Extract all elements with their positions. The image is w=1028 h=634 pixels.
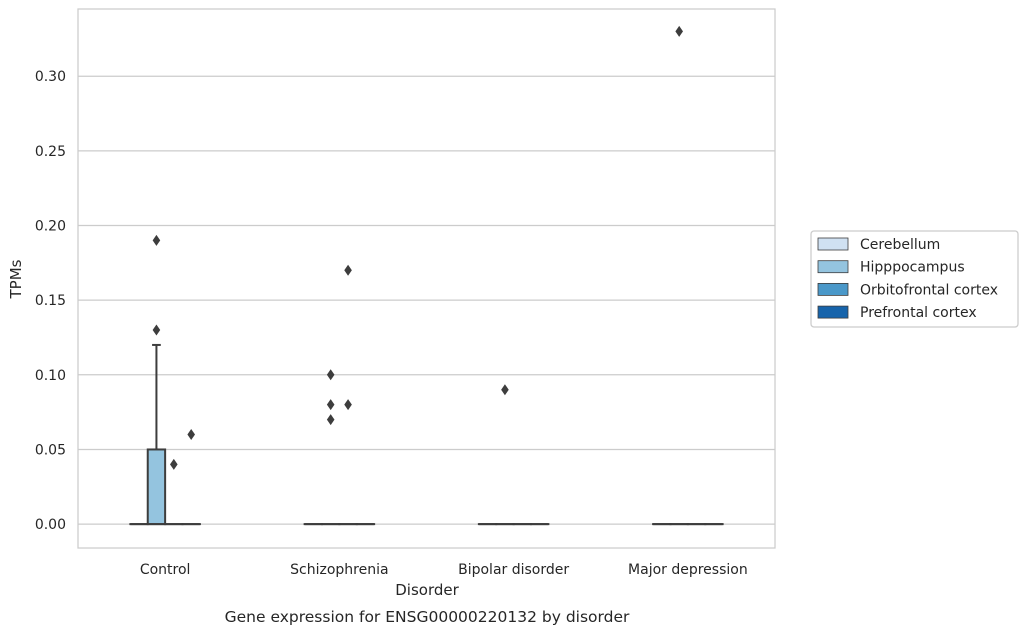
y-tick-labels: 0.00 0.05 0.10 0.15 0.20 0.25 0.30 <box>35 69 66 533</box>
outlier-point <box>187 429 195 441</box>
box-group <box>338 264 358 526</box>
outlier-point <box>675 25 683 37</box>
x-tick-labels: Control Schizophrenia Bipolar disorder Majo… <box>140 562 748 578</box>
legend-frame <box>810 230 1019 328</box>
box-group <box>164 458 184 526</box>
legend-swatch <box>817 237 849 251</box>
legend: Cerebellum Hipppocampus Orbitofrontal cort… <box>810 230 1019 328</box>
box-group <box>495 384 515 526</box>
x-axis-label: Disorder <box>395 581 459 599</box>
legend-label: Orbitofrontal cortex <box>860 282 998 298</box>
y-tick-label: 0.20 <box>35 218 66 234</box>
x-tick-label: Bipolar disorder <box>458 562 569 578</box>
legend-label: Cerebellum <box>860 237 940 253</box>
outlier-point <box>326 414 335 426</box>
legend-swatch <box>817 305 849 319</box>
box-group <box>146 234 167 526</box>
grid-lines <box>78 75 775 525</box>
box <box>146 448 167 526</box>
x-tick-label: Control <box>140 562 191 578</box>
outlier-point <box>326 399 335 411</box>
chart-title: Gene expression for ENSG00000220132 by d… <box>225 608 630 626</box>
legend-swatch <box>817 282 849 296</box>
legend-label: Prefrontal cortex <box>860 305 977 321</box>
plot-boxes <box>129 25 724 526</box>
outlier-point <box>326 369 335 381</box>
y-tick-label: 0.25 <box>35 144 66 160</box>
x-tick-label: Schizophrenia <box>290 562 388 578</box>
legend-label: Hipppocampus <box>860 260 965 276</box>
y-tick-label: 0.15 <box>35 293 66 309</box>
outlier-point <box>501 384 509 396</box>
y-axis-label: TPMs <box>7 259 25 299</box>
outlier-point <box>344 399 352 411</box>
legend-swatch <box>817 260 849 274</box>
outlier-point <box>344 264 352 276</box>
outlier-point <box>152 234 161 246</box>
y-tick-label: 0.00 <box>35 517 66 533</box>
box-group <box>320 369 341 526</box>
x-tick-label: Major depression <box>628 562 748 578</box>
outlier-point <box>152 324 161 336</box>
y-tick-label: 0.30 <box>35 69 66 85</box>
outlier-point <box>170 458 178 470</box>
y-tick-label: 0.05 <box>35 442 66 458</box>
box-group <box>181 429 201 526</box>
plot-frame <box>77 8 776 549</box>
y-tick-label: 0.10 <box>35 368 66 384</box>
